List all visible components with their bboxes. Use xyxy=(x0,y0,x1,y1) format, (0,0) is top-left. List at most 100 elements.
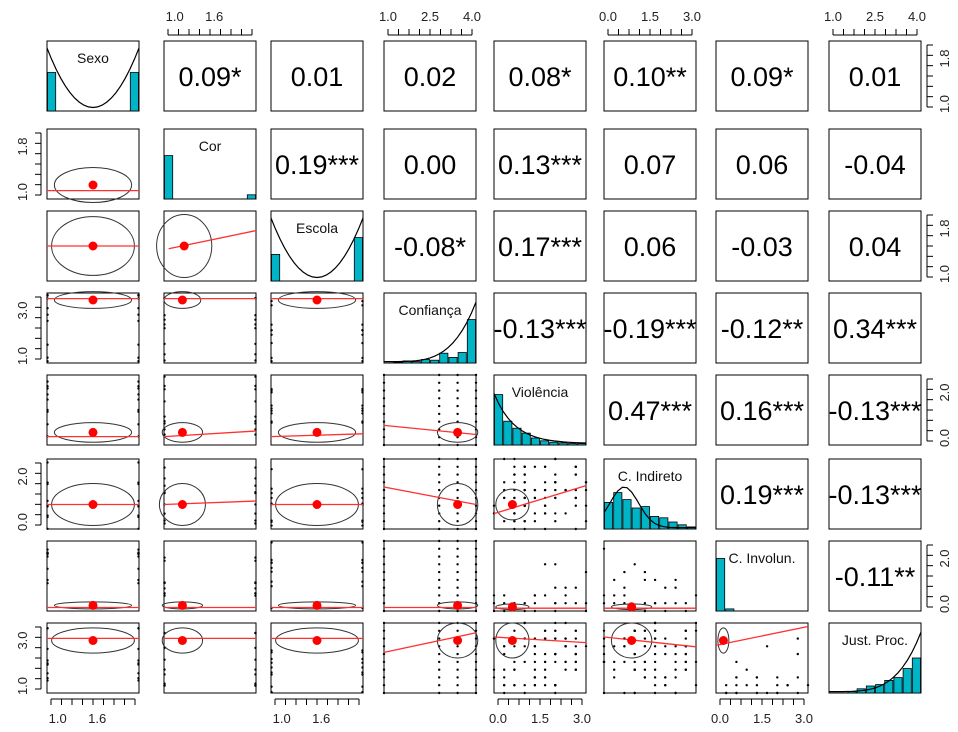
scatter-point xyxy=(664,684,667,687)
scatter-point xyxy=(361,487,364,490)
tick-label: 0.0 xyxy=(15,513,30,531)
scatter-point xyxy=(382,691,386,695)
panel-frame xyxy=(715,210,809,282)
scatter-point xyxy=(438,457,441,461)
scatter-point xyxy=(533,512,537,515)
scatter-point xyxy=(361,404,364,407)
histogram-bar xyxy=(576,443,586,446)
panel-frame xyxy=(603,210,697,282)
scatter-point xyxy=(543,594,547,597)
scatter-point xyxy=(523,496,526,500)
scatter-point xyxy=(382,660,386,664)
panel-frame xyxy=(163,540,257,612)
panel-frame xyxy=(715,40,809,112)
scatter-point xyxy=(503,676,506,679)
correlation-value: -0.13*** xyxy=(828,480,922,510)
mean-point xyxy=(88,180,98,190)
scatter-point xyxy=(270,561,273,565)
correlation-value: -0.13*** xyxy=(828,396,922,426)
scatter-point xyxy=(684,629,687,632)
scatter-point xyxy=(474,594,478,597)
scatter-point xyxy=(503,609,506,613)
histogram-bar xyxy=(129,72,139,112)
scatter-point xyxy=(361,519,364,522)
scatter-point xyxy=(474,570,478,574)
scatter-point xyxy=(456,570,459,574)
mean-point xyxy=(312,427,322,437)
scatter-point xyxy=(674,676,677,679)
scatter-point xyxy=(564,586,567,589)
scatter-point xyxy=(46,387,49,390)
scatter-point xyxy=(653,691,657,695)
scatter-point xyxy=(361,391,364,394)
scatter-point xyxy=(533,602,537,605)
tick-label: 1.6 xyxy=(88,711,106,726)
scatter-point xyxy=(137,319,140,323)
scatter-point xyxy=(643,668,647,671)
scatter-point xyxy=(543,563,547,566)
scatter-point xyxy=(674,668,677,671)
scatter-point xyxy=(137,555,140,558)
scatter-point xyxy=(503,668,506,671)
scatter-point xyxy=(270,360,273,363)
scatter-point xyxy=(270,566,273,570)
scatter-point xyxy=(474,488,478,492)
scatter-point xyxy=(46,319,49,323)
scatter-point xyxy=(382,602,386,605)
scatter-point xyxy=(653,668,657,671)
fit-line xyxy=(383,632,477,654)
scatter-point xyxy=(438,586,441,589)
correlation-value: 0.07 xyxy=(624,150,677,180)
scatter-point xyxy=(137,662,140,665)
variable-label: Violência xyxy=(512,384,569,400)
tick-label: 1.5 xyxy=(531,711,549,726)
correlation-ellipse xyxy=(161,627,204,654)
scatter-point xyxy=(456,594,459,597)
scatter-point xyxy=(584,520,588,523)
scatter-point xyxy=(523,488,526,492)
scatter-point xyxy=(564,512,567,515)
scatter-point xyxy=(270,387,273,391)
scatter-point xyxy=(755,684,759,687)
scatter-point xyxy=(270,524,273,527)
scatter-point xyxy=(474,609,478,613)
scatter-point xyxy=(513,496,516,500)
correlation-ellipse xyxy=(53,167,133,203)
scatter-point xyxy=(554,691,557,695)
scatter-point xyxy=(46,307,49,310)
scatter-point xyxy=(574,668,577,671)
scatter-point xyxy=(270,649,273,652)
scatter-point xyxy=(474,684,478,687)
scatter-point xyxy=(270,391,273,394)
scatter-point xyxy=(523,691,526,695)
panel-frame xyxy=(715,540,809,612)
histogram-bar xyxy=(558,442,568,446)
scatter-point xyxy=(633,563,636,566)
scatter-point xyxy=(270,519,273,522)
panel-frame xyxy=(383,210,477,282)
variable-label: Escola xyxy=(296,220,338,236)
scatter-point xyxy=(361,491,364,495)
scatter-point xyxy=(438,547,441,550)
scatter-point xyxy=(735,684,738,687)
histogram-bar xyxy=(677,524,687,530)
mean-point xyxy=(88,295,98,305)
panel-frame xyxy=(715,292,809,364)
mean-point xyxy=(177,636,187,645)
scatter-point xyxy=(137,385,140,388)
scatter-point xyxy=(492,637,496,640)
scatter-point xyxy=(46,360,49,363)
histogram-bar xyxy=(604,501,614,530)
scatter-point xyxy=(438,412,441,416)
scatter-point xyxy=(533,684,537,687)
variable-label: C. Indireto xyxy=(618,468,683,484)
scatter-point xyxy=(46,679,49,682)
panel-frame xyxy=(163,128,257,200)
scatter-point xyxy=(674,586,677,589)
scatter-point xyxy=(543,629,547,632)
scatter-point xyxy=(584,570,588,574)
scatter-point xyxy=(613,660,616,664)
scatter-point xyxy=(492,504,496,507)
scatter-point xyxy=(163,522,166,525)
panel-frame xyxy=(270,540,364,612)
